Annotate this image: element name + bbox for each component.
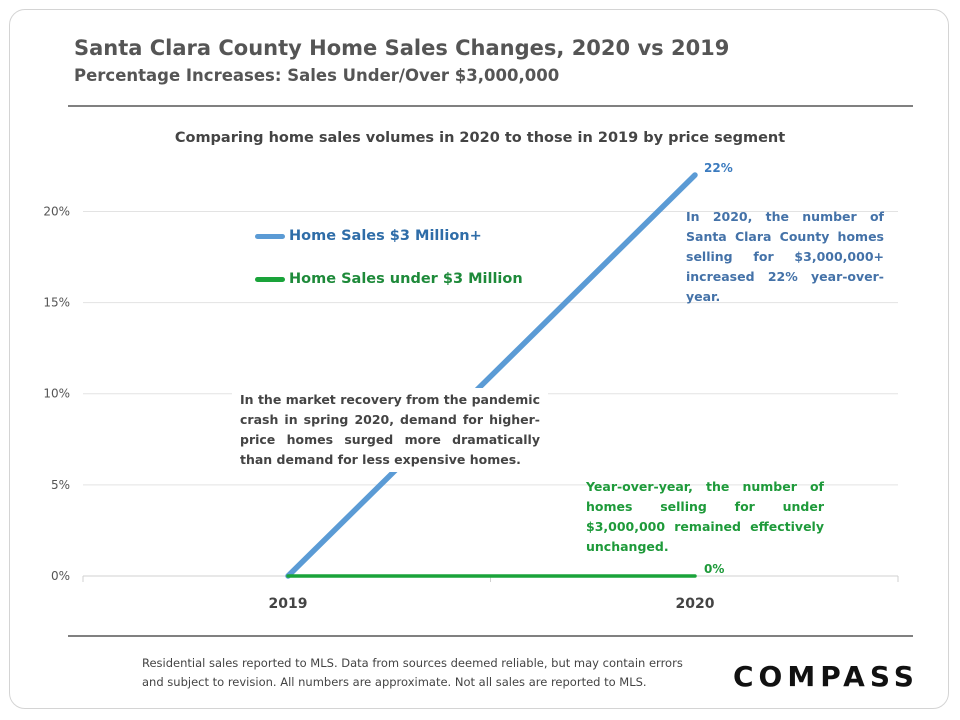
- page-subtitle: Percentage Increases: Sales Under/Over $…: [74, 66, 560, 85]
- x-tick-label-2019: 2019: [269, 596, 308, 612]
- disclaimer-line-2: and subject to revision. All numbers are…: [142, 675, 647, 689]
- data-labels: 22% 0%: [704, 161, 733, 576]
- annotation-under-3m-unchanged: Year-over-year, the number of homes sell…: [586, 479, 824, 554]
- annotation-3m-plus-increase: In 2020, the number of Santa Clara Count…: [686, 209, 884, 304]
- y-tick-label: 15%: [43, 296, 70, 310]
- page-title: Santa Clara County Home Sales Changes, 2…: [74, 36, 730, 60]
- annotation-pandemic-recovery: In the market recovery from the pandemic…: [232, 388, 548, 472]
- slide-frame: [9, 9, 949, 709]
- data-label-under-3m: 0%: [704, 562, 724, 576]
- data-label-3m-plus: 22%: [704, 161, 733, 175]
- legend-label-under-3m: Home Sales under $3 Million: [289, 271, 523, 287]
- disclaimer: Residential sales reported to MLS. Data …: [142, 654, 683, 692]
- disclaimer-line-1: Residential sales reported to MLS. Data …: [142, 656, 683, 670]
- series-line-3m-plus: [285, 172, 698, 579]
- compass-logo: COMPASS: [733, 660, 919, 693]
- y-tick-label: 0%: [51, 569, 70, 583]
- legend-swatch-blue: [255, 233, 285, 239]
- legend-swatch-green: [255, 276, 285, 282]
- top-divider: [68, 105, 913, 107]
- legend-item-under-3m: Home Sales under $3 Million: [255, 271, 523, 287]
- chart-title: Comparing home sales volumes in 2020 to …: [174, 130, 786, 146]
- x-tick-label-2020: 2020: [676, 596, 715, 612]
- y-tick-label: 10%: [43, 387, 70, 401]
- legend: Home Sales $3 Million+ Home Sales under …: [240, 222, 525, 302]
- series-lines: [285, 172, 698, 579]
- legend-label-3m-plus: Home Sales $3 Million+: [289, 228, 482, 244]
- y-tick-label: 20%: [43, 204, 70, 218]
- y-tick-label: 5%: [51, 478, 70, 492]
- bottom-divider: [68, 635, 913, 637]
- legend-item-3m-plus: Home Sales $3 Million+: [255, 228, 482, 244]
- axes: 0% 5% 10% 15% 20% 2019 2020: [43, 204, 899, 612]
